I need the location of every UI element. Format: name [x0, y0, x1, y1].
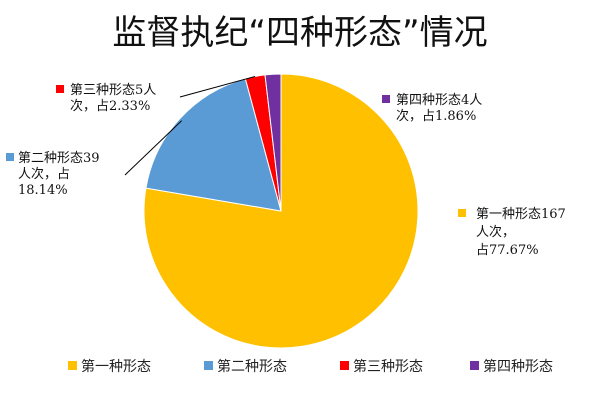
- leader-line: [124, 120, 183, 176]
- data-label-marker: [6, 153, 14, 161]
- legend-item: 第二种形态: [204, 358, 287, 375]
- legend-label: 第三种形态: [353, 358, 423, 375]
- legend-item: 第一种形态: [68, 358, 151, 375]
- legend-swatch: [68, 361, 77, 370]
- data-label: 第二种形态39 人次，占 18.14%: [18, 151, 100, 198]
- legend-label: 第四种形态: [483, 358, 553, 375]
- data-label: 第四种形态4人次，占1.86%: [396, 93, 482, 124]
- legend-swatch: [470, 361, 479, 370]
- legend-label: 第二种形态: [217, 358, 287, 375]
- legend-swatch: [340, 361, 349, 370]
- chart-title: 监督执纪“四种形态”情况: [112, 13, 487, 53]
- legend-item: 第三种形态: [340, 358, 423, 375]
- data-label-marker: [458, 209, 466, 217]
- data-label: 第一种形态167 人次，占77.67%: [476, 207, 566, 258]
- data-label-marker: [382, 95, 390, 103]
- pie-slice: [264, 73, 282, 212]
- data-label-marker: [56, 85, 64, 93]
- data-label: 第三种形态5人次，占2.33%: [70, 83, 156, 114]
- legend-swatch: [204, 361, 213, 370]
- leader-line: [179, 75, 256, 98]
- legend-item: 第四种形态: [470, 358, 553, 375]
- legend-label: 第一种形态: [81, 358, 151, 375]
